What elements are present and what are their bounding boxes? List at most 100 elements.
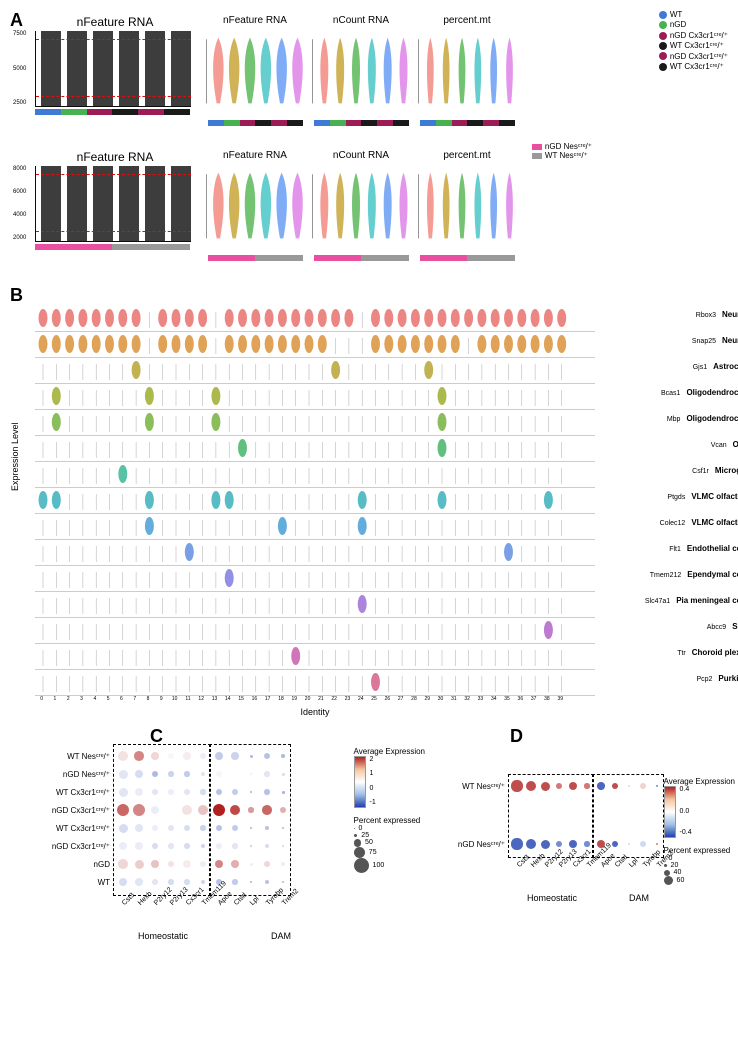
size-legend-item: 40 xyxy=(664,869,735,876)
marker-row-svg: 4 xyxy=(35,618,575,643)
violin-row: 4Csf1rMicroglia xyxy=(35,462,595,488)
dot-row-label: WT Cx3cr1ᶜʳᵉ/⁺ xyxy=(10,824,115,833)
size-legend-item: 25 xyxy=(354,832,425,839)
violin-row: 4Snap25Neuron xyxy=(35,332,595,358)
dot-row-label: nGD Nesᶜʳᵉ/⁺ xyxy=(440,840,510,849)
row-label: Pcp2Purkinje xyxy=(696,674,738,683)
legend-item: nGD Cx3cr1ᶜʳᵉ/⁺ xyxy=(659,52,728,62)
marker-row-svg: 4 xyxy=(35,514,575,539)
violin-row: 4PtgdsVLMC olfactory xyxy=(35,488,595,514)
section-cd: C WT Nesᶜʳᵉ/⁺nGD Nesᶜʳᵉ/⁺WT Cx3cr1ᶜʳᵉ/⁺n… xyxy=(10,726,728,941)
violin-colorbar xyxy=(208,120,303,126)
panel-a-container: A nFeature RNA 7500 5000 2500 nFeature R… xyxy=(10,10,728,280)
legend-item: nGD Nesᶜʳᵉ/⁺ xyxy=(532,142,592,151)
violin-title: percent.mt xyxy=(417,150,517,161)
x-ticks-b: 0123456789101112131415161718192021222324… xyxy=(35,696,575,702)
expr-legend-c: Average Expression 2 1 0 -1 Percent expr… xyxy=(354,747,425,873)
panel-a-legend2: nGD Nesᶜʳᵉ/⁺WT Nesᶜʳᵉ/⁺ xyxy=(532,142,592,160)
legend-item: nGD xyxy=(659,20,728,30)
legend-item: WT xyxy=(659,10,728,20)
panel-a-label: A xyxy=(10,10,23,31)
marker-row-svg: 4 xyxy=(35,462,575,487)
violin-grid: Expression Level 4Rbox3Neuron4Snap25Neur… xyxy=(35,306,595,706)
scatter1-yticks: 7500 5000 2500 xyxy=(13,31,26,106)
x-axis-label-b: Identity xyxy=(35,707,595,717)
size-legend-d: Percent expressed 0204060 xyxy=(664,846,735,885)
marker-row-svg: 4 xyxy=(35,644,575,669)
row-label: Abcc9SMC xyxy=(707,622,738,631)
violin-colorbar xyxy=(420,120,515,126)
marker-row-svg: 4 xyxy=(35,592,575,617)
gradient-c xyxy=(354,756,366,808)
row-label: Flt1Endothelial cells xyxy=(669,544,738,553)
dot-row-label: WT Nesᶜʳᵉ/⁺ xyxy=(440,782,510,791)
violin-colorbar xyxy=(314,120,409,126)
violin-row: 4Rbox3Neuron xyxy=(35,306,595,332)
size-legend-item: 0 xyxy=(354,825,425,832)
marker-row-svg: 4 xyxy=(35,488,575,513)
legend-item: WT Cx3cr1ᶜʳᵉ/⁺ xyxy=(659,62,728,72)
homeo-box-c xyxy=(113,744,211,896)
size-legend-item: 60 xyxy=(664,876,735,885)
size-legend-item: 20 xyxy=(664,862,735,869)
violin-svg: 2000400060008000 xyxy=(205,163,305,248)
legend-item: nGD Cx3cr1ᶜʳᵉ/⁺ xyxy=(659,31,728,41)
scatter-plot-2 xyxy=(35,166,191,242)
violin-title: nFeature RNA xyxy=(205,150,305,161)
marker-row-svg: 4 xyxy=(35,436,575,461)
gradient-d xyxy=(664,786,676,838)
category-labels-d: Homeostatic DAM xyxy=(510,893,720,903)
violin-row: 4Bcas1Oligodendrocyte xyxy=(35,384,595,410)
row-label: Gjs1Astrocyte xyxy=(693,362,738,371)
violin-row: 4Pcp2Purkinje xyxy=(35,670,595,696)
category-labels-c: Homeostatic DAM xyxy=(115,931,420,941)
legend-item: WT Cx3cr1ᶜʳᵉ/⁺ xyxy=(659,41,728,51)
violin-title: nCount RNA xyxy=(311,150,411,161)
violin-colorbar xyxy=(314,255,409,261)
dot-row-label: nGD Cx3cr1ᶜʳᵉ/⁺ xyxy=(10,806,115,815)
row-label: PtgdsVLMC olfactory xyxy=(667,492,738,501)
marker-row-svg: 4 xyxy=(35,306,575,331)
violin-title: nFeature RNA xyxy=(205,15,305,26)
panel-a-row2: nFeature RNA 8000 6000 4000 2000 nFeatur… xyxy=(35,150,517,255)
violin-group-2: nFeature RNA 2000400060008000 nCount RNA 01… xyxy=(205,150,517,255)
size-legend-c: Percent expressed 0255075100 xyxy=(354,816,425,873)
scatter-plot-1 xyxy=(35,31,191,107)
marker-row-svg: 4 xyxy=(35,410,575,435)
violin-row: 4Colec12VLMC olfactory xyxy=(35,514,595,540)
violin-svg: 010000200003000040000 xyxy=(311,163,411,248)
dam-box-d xyxy=(592,774,664,858)
violin-row: 4Abcc9SMC xyxy=(35,618,595,644)
dot-row-label: WT Nesᶜʳᵉ/⁺ xyxy=(10,752,115,761)
size-legend-item: 75 xyxy=(354,847,425,858)
violin-title: percent.mt xyxy=(417,15,517,26)
homeo-box-d xyxy=(508,774,594,858)
panel-d-container: D WT Nesᶜʳᵉ/⁺nGD Nesᶜʳᵉ/⁺ Cst3HexbP2ry12… xyxy=(440,726,720,941)
panel-c-container: C WT Nesᶜʳᵉ/⁺nGD Nesᶜʳᵉ/⁺WT Cx3cr1ᶜʳᵉ/⁺n… xyxy=(10,726,420,941)
y-axis-label-b: Expression Level xyxy=(10,422,20,491)
row-label: Snap25Neuron xyxy=(692,336,738,345)
violin-svg: 0.10.20.30.40.5 xyxy=(417,163,517,248)
violin-row: 4TtrChoroid plexus xyxy=(35,644,595,670)
marker-row-svg: 4 xyxy=(35,540,575,565)
legend-item: WT Nesᶜʳᵉ/⁺ xyxy=(532,151,592,160)
violin-svg: 0200004000060000 xyxy=(311,28,411,113)
marker-row-svg: 4 xyxy=(35,566,575,591)
violin-colorbar xyxy=(420,255,515,261)
row-label: Rbox3Neuron xyxy=(696,310,738,319)
violin-row: 4Gjs1Astrocyte xyxy=(35,358,595,384)
row-label: MbpOligodendrocyte xyxy=(667,414,738,423)
size-legend-item: 50 xyxy=(354,839,425,847)
dot-row-label: WT xyxy=(10,878,115,887)
violin-svg: 200040006000 xyxy=(205,28,305,113)
scatter1-colorbar xyxy=(35,109,190,115)
dot-row-label: nGD Nesᶜʳᵉ/⁺ xyxy=(10,770,115,779)
violin-row: 4VcanOPC xyxy=(35,436,595,462)
marker-row-svg: 4 xyxy=(35,670,575,695)
row-label: TtrChoroid plexus xyxy=(677,648,738,657)
panel-a-legend: WTnGDnGD Cx3cr1ᶜʳᵉ/⁺WT Cx3cr1ᶜʳᵉ/⁺nGD Cx… xyxy=(659,10,728,72)
row-label: Csf1rMicroglia xyxy=(692,466,738,475)
violin-row: 4Tmem212Ependymal cells xyxy=(35,566,595,592)
panel-a-row1: nFeature RNA 7500 5000 2500 nFeature RNA… xyxy=(35,15,517,120)
row-label: Colec12VLMC olfactory xyxy=(660,518,738,527)
